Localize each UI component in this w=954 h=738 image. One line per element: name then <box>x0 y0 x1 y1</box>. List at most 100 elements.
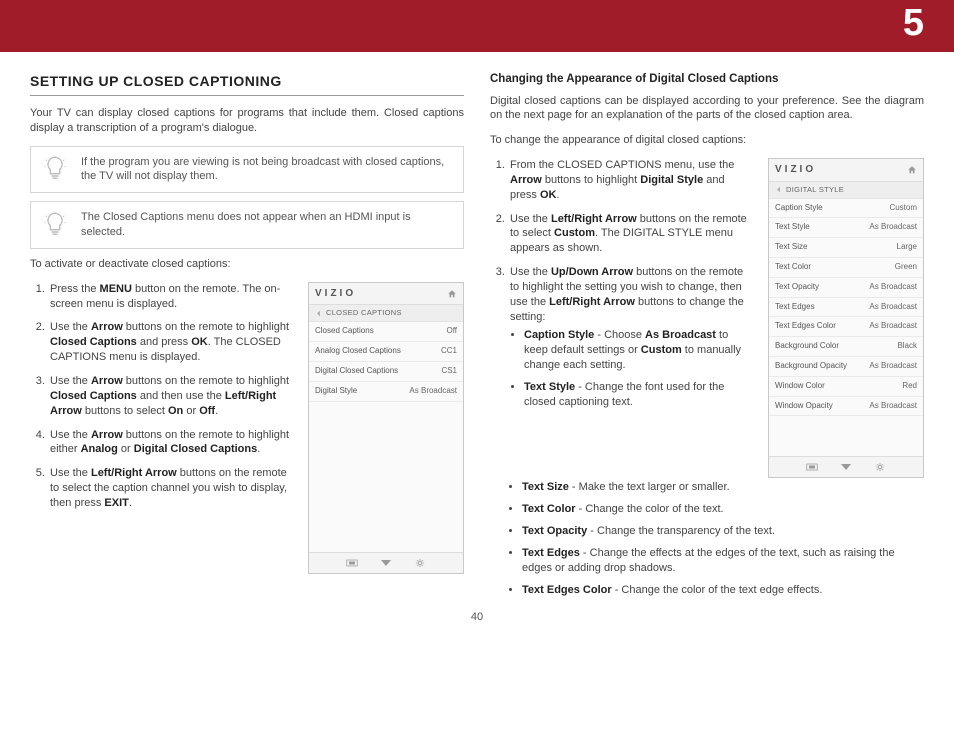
tip-text-1: If the program you are viewing is not be… <box>81 155 453 185</box>
b-text-color: Text Color - Change the color of the tex… <box>522 502 924 517</box>
b-text-edges-color: Text Edges Color - Change the color of t… <box>522 583 924 598</box>
page-number: 40 <box>0 611 954 631</box>
menu-row: Text Edges As Broadcast <box>769 298 923 318</box>
menu-row: Window Color Red <box>769 377 923 397</box>
tip-text-2: The Closed Captions menu does not appear… <box>81 210 453 240</box>
setting-bullets-top: Caption Style - Choose As Broadcast to k… <box>510 328 754 409</box>
menu-footer <box>309 552 463 573</box>
menu-row-key: Window Color <box>775 381 825 392</box>
closed-captions-menu: VIZIO CLOSED CAPTIONS Closed Captions Off… <box>308 282 464 574</box>
menu-rows-1: Closed Captions Off Analog Closed Captions… <box>309 322 463 401</box>
menu-row: Analog Closed Captions CC1 <box>309 342 463 362</box>
right-steps-wrap: From the CLOSED CAPTIONS menu, use the A… <box>490 158 754 419</box>
menu-row-key: Closed Captions <box>315 326 374 337</box>
chevron-down-icon <box>840 462 852 472</box>
menu-row-key: Text Edges <box>775 302 815 313</box>
r-step-2: Use the Left/Right Arrow buttons on the … <box>508 212 754 257</box>
subhead: Changing the Appearance of Digital Close… <box>490 72 924 88</box>
menu-row-value: As Broadcast <box>869 321 917 332</box>
step-2: Use the Arrow buttons on the remote to h… <box>48 320 296 365</box>
step-1: Press the MENU button on the remote. The… <box>48 282 296 312</box>
menu-row-key: Analog Closed Captions <box>315 346 401 357</box>
chevron-down-icon <box>380 558 392 568</box>
menu-row-key: Digital Style <box>315 386 357 397</box>
menu-row: Text Style As Broadcast <box>769 218 923 238</box>
wide-icon <box>346 558 358 568</box>
lead-text: To activate or deactivate closed caption… <box>30 257 464 272</box>
brand-label-2: VIZIO <box>775 163 816 177</box>
tip-box-2: The Closed Captions menu does not appear… <box>30 201 464 249</box>
menu-spacer <box>309 402 463 552</box>
step-3: Use the Arrow buttons on the remote to h… <box>48 374 296 419</box>
menu-row: Caption Style Custom <box>769 199 923 219</box>
wide-icon <box>806 462 818 472</box>
menu-row-key: Text Size <box>775 242 807 253</box>
step-5: Use the Left/Right Arrow buttons on the … <box>48 466 296 511</box>
menu-row: Text Size Large <box>769 238 923 258</box>
heading-rule <box>30 95 464 96</box>
lightbulb-icon <box>41 155 69 183</box>
b-caption-style: Caption Style - Choose As Broadcast to k… <box>524 328 754 373</box>
tip-box-1: If the program you are viewing is not be… <box>30 146 464 194</box>
menu-title-row: CLOSED CAPTIONS <box>309 305 463 322</box>
section-heading: SETTING UP CLOSED CAPTIONING <box>30 72 464 91</box>
r-step-1: From the CLOSED CAPTIONS menu, use the A… <box>508 158 754 203</box>
menu-title-2: DIGITAL STYLE <box>786 185 844 195</box>
b-text-opacity: Text Opacity - Change the transparency o… <box>522 524 924 539</box>
menu-row: Background Opacity As Broadcast <box>769 357 923 377</box>
step-4: Use the Arrow buttons on the remote to h… <box>48 428 296 458</box>
menu-row-key: Text Opacity <box>775 282 819 293</box>
home-icon <box>447 289 457 299</box>
menu-row-key: Caption Style <box>775 203 823 214</box>
digital-style-menu: VIZIO DIGITAL STYLE Caption Style Custom T… <box>768 158 924 478</box>
back-icon <box>775 186 782 193</box>
right-column: Changing the Appearance of Digital Close… <box>490 72 924 605</box>
menu-row-value: Red <box>902 381 917 392</box>
home-icon <box>907 165 917 175</box>
menu-footer-2 <box>769 456 923 477</box>
menu-row-key: Background Color <box>775 341 839 352</box>
left-column: SETTING UP CLOSED CAPTIONING Your TV can… <box>30 72 464 605</box>
menu-header-2: VIZIO <box>769 159 923 182</box>
steps-list-wrap: Press the MENU button on the remote. The… <box>30 282 296 520</box>
menu-row: Digital Closed CaptionsCS1 <box>309 362 463 382</box>
menu-row-value: Custom <box>889 203 917 214</box>
menu-row: Background Color Black <box>769 337 923 357</box>
menu-row: Digital StyleAs Broadcast <box>309 382 463 402</box>
steps-with-menu: Press the MENU button on the remote. The… <box>30 282 464 574</box>
setting-bullets-bottom: Text Size - Make the text larger or smal… <box>490 480 924 597</box>
b-text-edges: Text Edges - Change the effects at the e… <box>522 546 924 576</box>
menu-title-row-2: DIGITAL STYLE <box>769 182 923 199</box>
gear-icon <box>414 558 426 568</box>
menu-row-value: As Broadcast <box>869 302 917 313</box>
menu-row: Text Color Green <box>769 258 923 278</box>
menu-row-key: Text Color <box>775 262 811 273</box>
back-icon <box>315 310 322 317</box>
menu-row-key: Background Opacity <box>775 361 847 372</box>
chapter-number: 5 <box>903 2 924 45</box>
menu-row-value: CC1 <box>441 346 457 357</box>
menu-row-value: As Broadcast <box>869 361 917 372</box>
menu-row-value: Green <box>895 262 917 273</box>
b-text-style: Text Style - Change the font used for th… <box>524 380 754 410</box>
menu-row-key: Text Style <box>775 222 810 233</box>
right-steps: From the CLOSED CAPTIONS menu, use the A… <box>490 158 754 410</box>
menu-row: Closed Captions Off <box>309 322 463 342</box>
menu-row-value: Off <box>446 326 457 337</box>
menu-row-value: As Broadcast <box>869 222 917 233</box>
right-lead: To change the appearance of digital clos… <box>490 133 924 148</box>
menu-row: Text Edges Color As Broadcast <box>769 317 923 337</box>
lightbulb-icon <box>41 211 69 239</box>
menu-row-value: Black <box>897 341 917 352</box>
menu-rows-2: Caption Style Custom Text Style As Broadcas… <box>769 199 923 417</box>
menu-row-value: Large <box>897 242 917 253</box>
menu-header: VIZIO <box>309 283 463 306</box>
menu-row-value: As Broadcast <box>869 401 917 412</box>
r-step-3: Use the Up/Down Arrow buttons on the rem… <box>508 265 754 410</box>
intro-text: Your TV can display closed captions for … <box>30 106 464 136</box>
menu-row: Window OpacityAs Broadcast <box>769 397 923 417</box>
page-content: SETTING UP CLOSED CAPTIONING Your TV can… <box>0 52 954 611</box>
menu-row-key: Text Edges Color <box>775 321 836 332</box>
gear-icon <box>874 462 886 472</box>
menu-row-value: CS1 <box>441 366 457 377</box>
